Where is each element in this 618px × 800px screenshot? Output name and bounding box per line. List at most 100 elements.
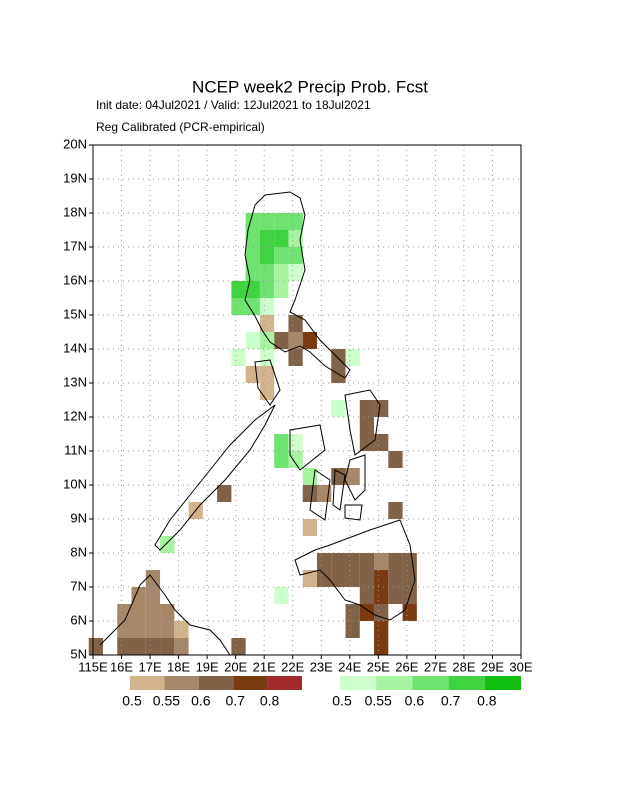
prob-cell [274, 332, 289, 349]
y-tick-label: 19N [63, 170, 87, 185]
legend-swatch [448, 676, 485, 690]
prob-cell [345, 349, 360, 366]
prob-cell [160, 604, 175, 621]
y-tick-label: 15N [63, 306, 87, 321]
legend-swatch [376, 676, 413, 690]
prob-cell [117, 604, 132, 621]
x-tick-label: 28E [452, 659, 475, 674]
coast-mindanao [294, 519, 416, 621]
legend-label: 0.8 [260, 693, 280, 709]
prob-cell [259, 264, 275, 281]
x-tick-label: 115E [78, 659, 108, 674]
prob-cell [145, 587, 161, 604]
prob-cell [359, 587, 375, 604]
prob-cell [331, 570, 346, 587]
prob-cell [359, 417, 375, 434]
prob-cell [259, 332, 275, 349]
prob-cell [288, 315, 303, 332]
prob-cell [402, 553, 417, 570]
coast-panay [289, 424, 326, 471]
x-tick-label: 25E [367, 659, 390, 674]
prob-cell [374, 400, 389, 417]
chart-title: NCEP week2 Precip Prob. Fcst [192, 77, 428, 96]
prob-cell [245, 366, 260, 383]
legend-swatch [412, 676, 449, 690]
prob-cell [359, 604, 375, 621]
prob-cell [259, 383, 275, 400]
legend-label: 0.5 [332, 693, 352, 709]
prob-cell [374, 553, 389, 570]
coast-bohol [344, 504, 363, 521]
coast-leyte [344, 454, 366, 501]
x-tick-label: 30E [509, 659, 532, 674]
legend-label: 0.7 [441, 693, 461, 709]
coastline [99, 191, 416, 656]
prob-cell [345, 570, 360, 587]
prob-cell [245, 247, 260, 264]
prob-cell [145, 604, 161, 621]
prob-cell [274, 247, 289, 264]
prob-cell [274, 434, 289, 451]
coast-palawan [154, 404, 276, 551]
legend-swatch [198, 676, 234, 690]
legend-label: 0.6 [191, 693, 211, 709]
x-tick-label: 18E [167, 659, 190, 674]
legend-swatch [267, 676, 302, 690]
prob-cell [274, 230, 289, 247]
prob-cell [374, 434, 389, 451]
legend: 0.5 0.55 0.6 0.7 0.8 0.5 0.55 0.6 0.7 0.8 [122, 676, 521, 709]
legend-swatch [484, 676, 521, 690]
coast-mindoro [254, 359, 281, 406]
prob-cell [288, 349, 303, 366]
y-tick-label: 16N [63, 272, 87, 287]
x-tick-label: 27E [424, 659, 447, 674]
prob-cell [117, 621, 132, 638]
x-tick-label: 20E [224, 659, 247, 674]
x-tick-label: 22E [281, 659, 304, 674]
prob-cell [231, 349, 246, 366]
prob-cell [374, 587, 389, 604]
legend-label: 0.5 [122, 693, 142, 709]
prob-cell [302, 485, 317, 502]
prob-cell [288, 332, 303, 349]
prob-cell [388, 587, 403, 604]
y-tick-label: 12N [63, 408, 87, 423]
coast-samar [344, 389, 381, 456]
prob-cell [359, 400, 375, 417]
y-tick-label: 14N [63, 340, 87, 355]
legend-swatch [130, 676, 165, 690]
prob-cell [145, 638, 161, 655]
prob-cell [259, 366, 275, 383]
y-tick-label: 13N [63, 374, 87, 389]
prob-cell [259, 230, 275, 247]
prob-cell [274, 213, 289, 230]
prob-cell [288, 247, 303, 264]
prob-cell [117, 638, 132, 655]
prob-cell [374, 570, 389, 587]
coast-borneo [99, 574, 231, 656]
prob-cell [160, 536, 175, 553]
prob-cell [402, 570, 417, 587]
coast-cebu [332, 469, 346, 511]
prob-cell [245, 213, 260, 230]
prob-cell [245, 281, 260, 298]
prob-cell [131, 587, 146, 604]
prob-cell [259, 213, 275, 230]
prob-cell [274, 264, 289, 281]
prob-cell [131, 621, 146, 638]
prob-cell [174, 621, 189, 638]
prob-cell [388, 451, 403, 468]
prob-cell [345, 553, 360, 570]
prob-cell [331, 553, 346, 570]
legend-swatch [233, 676, 268, 690]
grid: 115E 16E 17E 18E 19E 20E 21E 22E 23E 24E 25E 26E 27E… [63, 136, 533, 674]
y-tick-label: 20N [63, 136, 87, 151]
y-tick-label: 5N [70, 646, 87, 661]
prob-cell [160, 621, 175, 638]
legend-swatch [340, 676, 377, 690]
prob-cell [259, 281, 275, 298]
cells [88, 213, 417, 655]
x-tick-label: 29E [481, 659, 504, 674]
prob-cell [359, 434, 375, 451]
